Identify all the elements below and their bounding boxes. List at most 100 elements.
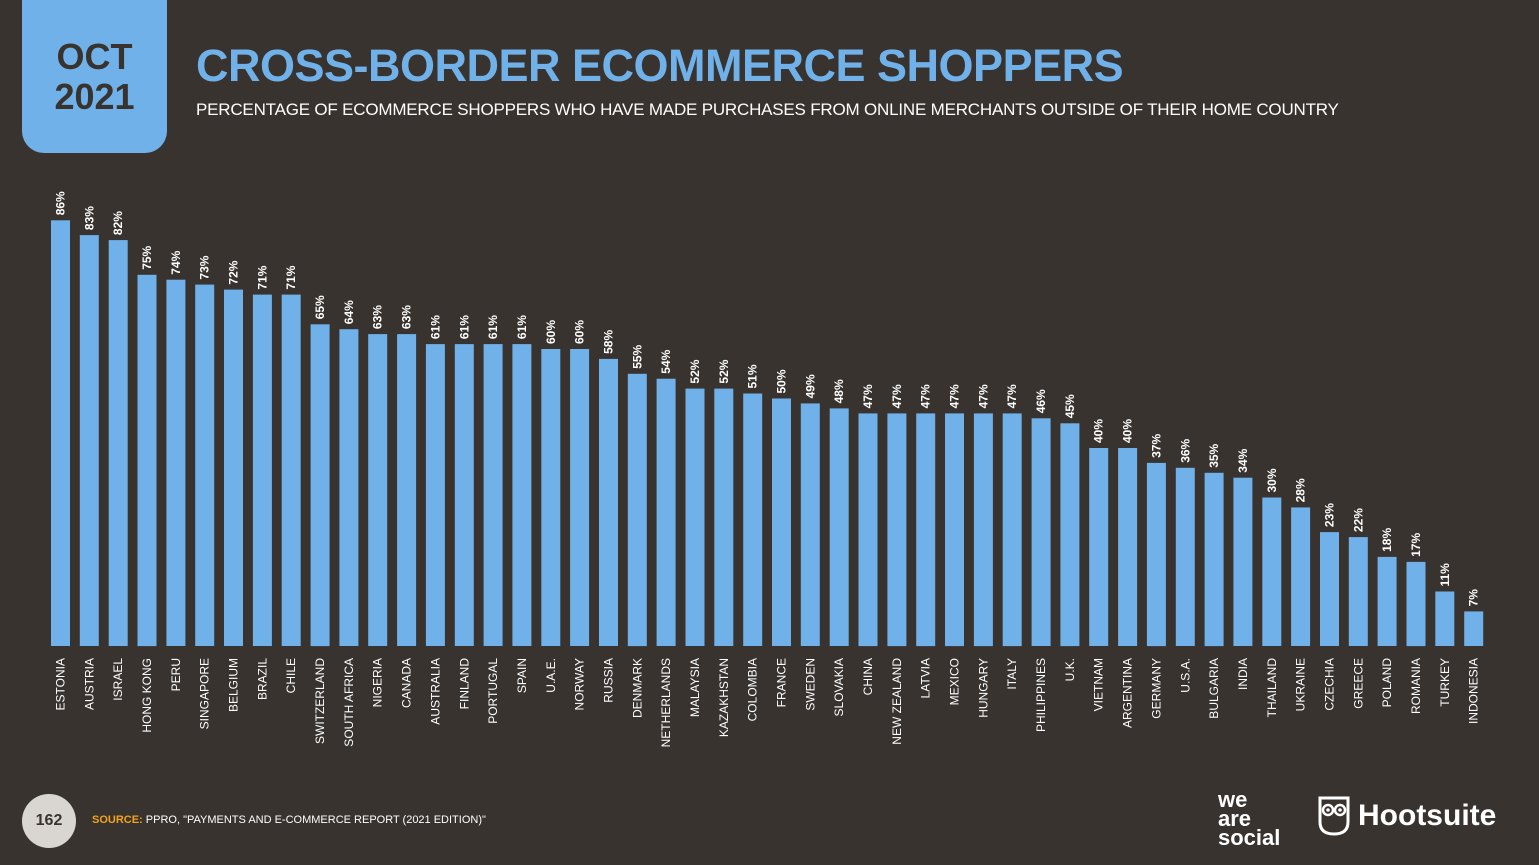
bar-hungary — [973, 413, 993, 647]
bar-belgium — [224, 289, 243, 646]
data-label: 47% — [976, 384, 990, 408]
data-label: 61% — [457, 315, 471, 339]
bar-turkey — [1435, 591, 1455, 646]
data-label: 61% — [486, 315, 500, 339]
category-label: U.K. — [1063, 658, 1077, 681]
category-label: PERU — [169, 658, 183, 691]
bar-new-zealand — [887, 413, 907, 647]
category-label: ROMANIA — [1409, 658, 1423, 714]
category-label: CHILE — [284, 658, 298, 693]
bar-china — [858, 413, 878, 647]
data-label: 73% — [198, 255, 212, 279]
bar-peru — [166, 279, 186, 646]
source-note: SOURCE: PPRO, "PAYMENTS AND E-COMMERCE R… — [92, 814, 486, 826]
data-label: 47% — [890, 384, 904, 408]
category-label: ARGENTINA — [1121, 658, 1135, 728]
data-label: 35% — [1207, 443, 1221, 467]
bar-argentina — [1118, 448, 1138, 646]
bar-ukraine — [1291, 507, 1311, 646]
date-badge: OCT 2021 — [22, 0, 167, 153]
bar-philippines — [1031, 418, 1051, 646]
category-label: U.S.A. — [1178, 658, 1192, 693]
bar-australia — [425, 344, 445, 646]
date-year: 2021 — [54, 75, 135, 117]
bar-france — [772, 398, 791, 646]
bar-romania — [1406, 561, 1426, 647]
category-label: BULGARIA — [1207, 658, 1221, 719]
bar-poland — [1377, 556, 1397, 646]
page-title: CROSS-BORDER ECOMMERCE SHOPPERS — [196, 40, 1124, 91]
category-label: AUSTRIA — [82, 658, 96, 710]
data-label: 83% — [82, 206, 96, 230]
data-label: 49% — [803, 374, 817, 398]
bar-austria — [79, 235, 99, 646]
bar-netherlands — [656, 378, 676, 646]
data-label: 82% — [111, 211, 125, 235]
data-label: 40% — [1092, 419, 1106, 443]
bar-mexico — [945, 413, 964, 647]
bar-germany — [1146, 462, 1166, 647]
bar-spain — [512, 344, 532, 646]
bar-switzerland — [310, 324, 330, 647]
data-label: 34% — [1236, 448, 1250, 472]
category-label: CZECHIA — [1323, 658, 1337, 711]
category-label: RUSSIA — [602, 658, 616, 703]
data-label: 11% — [1438, 563, 1452, 587]
category-label: FINLAND — [457, 658, 471, 710]
data-label: 48% — [832, 379, 846, 403]
category-label: CANADA — [400, 658, 414, 708]
we-are-social-logo: we are social — [1218, 789, 1280, 849]
category-label: SWEDEN — [803, 658, 817, 711]
category-label: GERMANY — [1149, 658, 1163, 719]
data-label: 60% — [544, 320, 558, 344]
bar-brazil — [252, 294, 272, 646]
bar-u-s-a — [1175, 467, 1195, 646]
bar-vietnam — [1089, 448, 1109, 646]
page-subtitle: PERCENTAGE OF ECOMMERCE SHOPPERS WHO HAV… — [196, 100, 1339, 119]
category-label: GREECE — [1351, 658, 1365, 709]
bar-chile — [281, 294, 301, 646]
date-month: OCT — [56, 35, 133, 77]
bar-czechia — [1320, 532, 1339, 646]
data-label: 51% — [746, 364, 760, 388]
hootsuite-wordmark: Hootsuite — [1358, 799, 1497, 832]
owl-icon — [1318, 796, 1350, 836]
data-label: 30% — [1265, 468, 1279, 492]
data-label: 86% — [54, 191, 68, 215]
data-label: 36% — [1178, 438, 1192, 462]
data-label: 47% — [1005, 384, 1019, 408]
bar-nigeria — [368, 334, 388, 646]
bar-bulgaria — [1204, 472, 1224, 647]
bar-norway — [570, 349, 590, 646]
data-label: 75% — [140, 245, 154, 269]
data-label: 40% — [1121, 419, 1135, 443]
category-label: DENMARK — [630, 658, 644, 718]
bar-canada — [397, 334, 417, 646]
bar-russia — [599, 358, 618, 646]
data-label: 52% — [717, 359, 731, 383]
category-label: HONG KONG — [140, 658, 154, 733]
category-label: BELGIUM — [227, 658, 241, 712]
category-label: CHINA — [861, 658, 875, 695]
data-label: 63% — [371, 305, 385, 329]
bar-italy — [1002, 413, 1022, 647]
bar-greece — [1348, 537, 1368, 646]
data-label: 61% — [428, 315, 442, 339]
category-label: HUNGARY — [976, 658, 990, 718]
bar-u-k — [1060, 423, 1080, 647]
data-label: 61% — [515, 315, 529, 339]
category-label: SPAIN — [515, 658, 529, 693]
data-label: 37% — [1149, 434, 1163, 458]
data-label: 45% — [1063, 394, 1077, 418]
data-label: 18% — [1380, 528, 1394, 552]
data-label: 52% — [688, 359, 702, 383]
category-label: SWITZERLAND — [313, 658, 327, 744]
bar-india — [1233, 477, 1253, 646]
category-label: UKRAINE — [1294, 658, 1308, 711]
category-label: MALAYSIA — [688, 658, 702, 717]
bar-u-a-e — [541, 349, 561, 646]
category-label: POLAND — [1380, 658, 1394, 708]
bar-sweden — [800, 403, 820, 646]
data-label: 47% — [861, 384, 875, 408]
